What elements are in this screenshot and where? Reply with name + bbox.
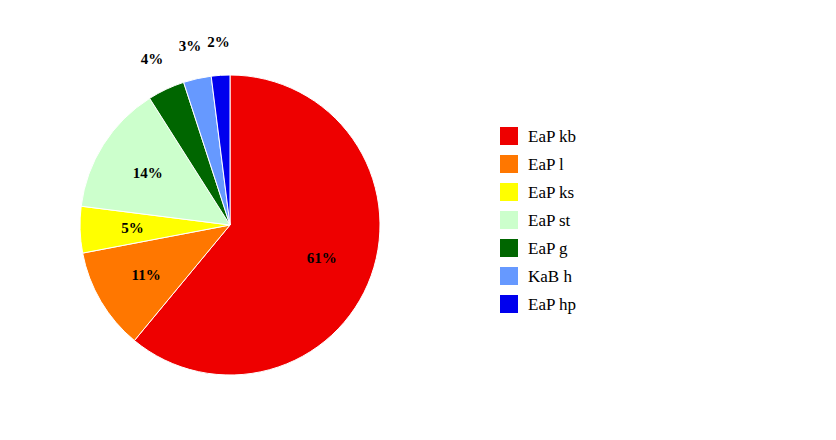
legend-label: EaP ks bbox=[528, 183, 574, 202]
data-label: 3% bbox=[179, 38, 202, 54]
legend-item: EaP g bbox=[500, 239, 568, 258]
chart: 61% 11% 5% 14% 4% 3% 2% EaP kb EaP l EaP ks EaP st… bbox=[0, 0, 836, 440]
legend-item: EaP hp bbox=[500, 295, 576, 314]
legend-swatch bbox=[500, 295, 518, 313]
legend: EaP kb EaP l EaP ks EaP st EaP g KaB h EaP hp bbox=[500, 127, 576, 314]
legend-label: EaP g bbox=[528, 239, 568, 258]
legend-label: KaB h bbox=[528, 267, 572, 286]
legend-swatch bbox=[500, 267, 518, 285]
pie-slice bbox=[211, 75, 230, 225]
data-label: 11% bbox=[131, 267, 160, 283]
data-label: 2% bbox=[207, 34, 230, 50]
legend-item: KaB h bbox=[500, 267, 572, 286]
pie: 61% 11% 5% 14% 4% 3% 2% bbox=[80, 34, 380, 375]
legend-item: EaP ks bbox=[500, 183, 574, 202]
data-label: 5% bbox=[121, 220, 144, 236]
legend-swatch bbox=[500, 211, 518, 229]
legend-label: EaP hp bbox=[528, 295, 576, 314]
data-label: 61% bbox=[307, 250, 337, 266]
legend-item: EaP l bbox=[500, 155, 564, 174]
legend-label: EaP kb bbox=[528, 127, 576, 146]
legend-swatch bbox=[500, 155, 518, 173]
data-label: 4% bbox=[141, 51, 164, 67]
legend-swatch bbox=[500, 183, 518, 201]
legend-swatch bbox=[500, 239, 518, 257]
legend-swatch bbox=[500, 127, 518, 145]
legend-item: EaP st bbox=[500, 211, 571, 230]
legend-item: EaP kb bbox=[500, 127, 576, 146]
data-label: 14% bbox=[133, 165, 163, 181]
legend-label: EaP l bbox=[528, 155, 564, 174]
legend-label: EaP st bbox=[528, 211, 571, 230]
